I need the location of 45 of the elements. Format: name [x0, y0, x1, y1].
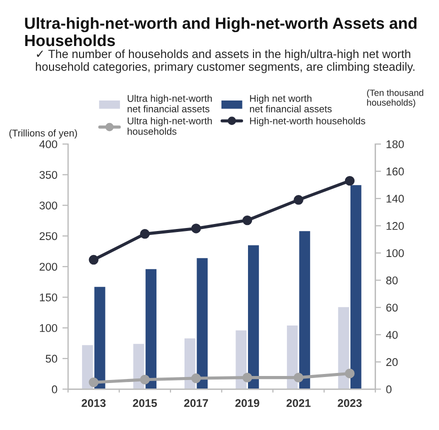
y-tick-label: 50	[46, 354, 58, 363]
y2-tick-label: 60	[386, 304, 398, 312]
chart-subtitle: ✓ The number of households and assets in the high/ultra-high net worth household categories, primary customer segments, are climbing steadily.	[36, 49, 414, 74]
point	[242, 215, 252, 226]
x-tick-label: 2017	[184, 399, 208, 408]
y2-tick-label: 40	[386, 330, 398, 339]
point	[344, 176, 355, 186]
y-tick-label: 300	[40, 202, 58, 210]
point	[140, 374, 150, 384]
x-tick-label: 2013	[82, 399, 106, 408]
y2-tick-label: 160	[386, 168, 404, 176]
point	[140, 229, 150, 239]
y-tick-label: 350	[40, 170, 58, 179]
point	[344, 368, 355, 378]
point	[88, 377, 99, 388]
point	[191, 373, 201, 384]
y-tick-label: 150	[40, 294, 58, 302]
y2-axis-title: (Ten thousand households)	[367, 89, 424, 108]
y2-tick-label: 140	[386, 194, 404, 203]
y2-tick-label: 180	[386, 140, 404, 148]
point	[191, 224, 201, 234]
y2-tick-label: 80	[386, 276, 398, 284]
y-axis-title: (Trillions of yen)	[9, 129, 77, 138]
y2-tick-label: 100	[386, 249, 404, 258]
y-tick-label: 0	[52, 385, 58, 394]
x-tick-label: 2019	[235, 399, 260, 408]
y-tick-label: 250	[40, 232, 58, 240]
x-tick-label: 2021	[286, 399, 311, 408]
y2-tick-label: 20	[386, 358, 398, 366]
legend-label: Ultra high-net-worth net financial assets	[128, 94, 212, 112]
x-tick-label: 2015	[132, 399, 157, 408]
y-tick-label: 400	[39, 140, 58, 148]
y-tick-label: 100	[40, 324, 58, 332]
point	[294, 372, 304, 382]
legend-label: Ultra high-net-worth households	[128, 117, 212, 135]
point	[294, 195, 304, 205]
legend-label: High net worth net financial assets	[250, 94, 332, 112]
x-tick-label: 2023	[338, 399, 362, 408]
legend-label: High-net-worth households	[250, 117, 366, 126]
point	[242, 372, 252, 382]
y-tick-label: 200	[40, 262, 58, 271]
chart-title: Ultra-high-net-worth and High-net-worth Assets and Households	[25, 17, 416, 46]
point	[88, 254, 99, 265]
y2-tick-label: 0	[386, 385, 392, 394]
y2-tick-label: 120	[386, 222, 404, 230]
